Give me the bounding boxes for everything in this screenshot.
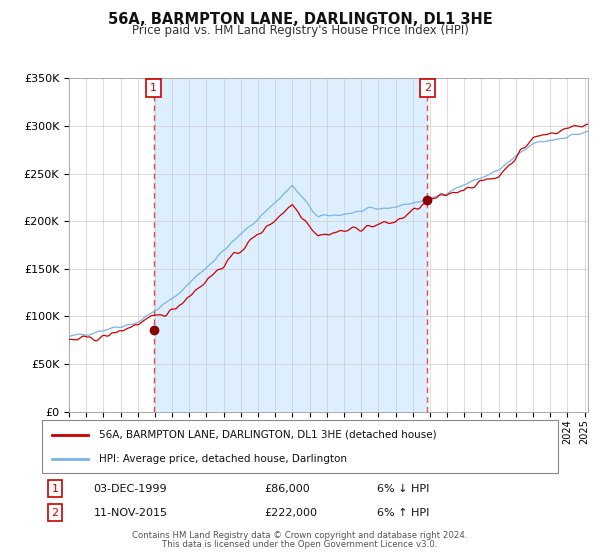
Text: This data is licensed under the Open Government Licence v3.0.: This data is licensed under the Open Gov…: [163, 540, 437, 549]
Text: 56A, BARMPTON LANE, DARLINGTON, DL1 3HE (detached house): 56A, BARMPTON LANE, DARLINGTON, DL1 3HE …: [99, 430, 436, 440]
Text: 2: 2: [424, 83, 431, 93]
Text: 1: 1: [52, 484, 58, 494]
Text: £86,000: £86,000: [264, 484, 310, 494]
Text: 56A, BARMPTON LANE, DARLINGTON, DL1 3HE: 56A, BARMPTON LANE, DARLINGTON, DL1 3HE: [107, 12, 493, 27]
Text: 2: 2: [52, 507, 58, 517]
Text: £222,000: £222,000: [264, 507, 317, 517]
Text: Contains HM Land Registry data © Crown copyright and database right 2024.: Contains HM Land Registry data © Crown c…: [132, 531, 468, 540]
Text: 6% ↓ HPI: 6% ↓ HPI: [377, 484, 430, 494]
Text: 11-NOV-2015: 11-NOV-2015: [94, 507, 167, 517]
Text: 1: 1: [150, 83, 157, 93]
Text: 6% ↑ HPI: 6% ↑ HPI: [377, 507, 430, 517]
Bar: [154, 78, 427, 412]
Text: Price paid vs. HM Land Registry's House Price Index (HPI): Price paid vs. HM Land Registry's House …: [131, 24, 469, 36]
Text: HPI: Average price, detached house, Darlington: HPI: Average price, detached house, Darl…: [99, 454, 347, 464]
Text: 03-DEC-1999: 03-DEC-1999: [94, 484, 167, 494]
